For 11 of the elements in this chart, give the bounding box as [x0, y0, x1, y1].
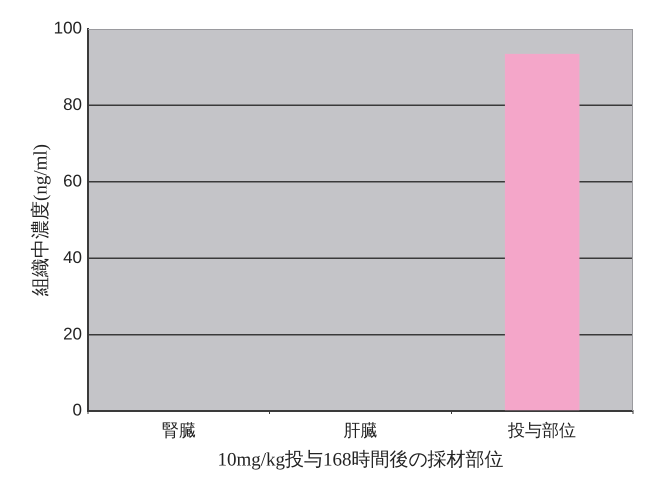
y-axis-title: 組織中濃度(ng/ml): [29, 144, 52, 297]
x-axis-title: 10mg/kg投与168時間後の採材部位: [217, 448, 504, 471]
y-tick-label: 60: [63, 171, 82, 190]
y-tick-label: 80: [63, 95, 82, 114]
x-tick-label: 腎臓: [162, 420, 196, 440]
y-tick-label: 0: [72, 400, 82, 420]
x-tick-label: 肝臓: [344, 420, 378, 440]
y-tick-label: 20: [63, 324, 82, 344]
x-tick-label: 投与部位: [507, 420, 576, 440]
y-tick-label: 100: [54, 18, 82, 38]
y-tick-label: 40: [63, 248, 82, 267]
